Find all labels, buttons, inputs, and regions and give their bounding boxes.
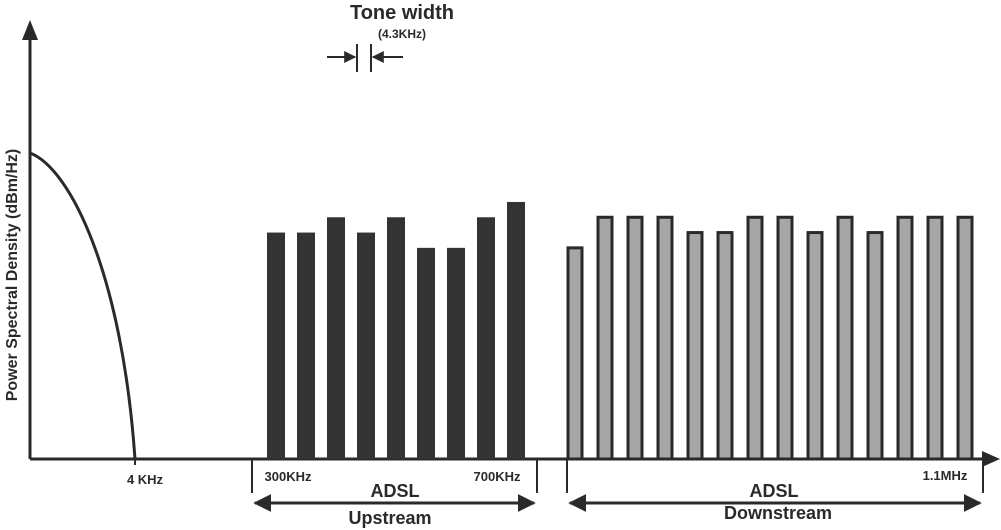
downstream-bar-9 bbox=[806, 231, 824, 461]
downstream-bar-11 bbox=[866, 231, 884, 461]
downstream-bar-5 bbox=[686, 231, 704, 461]
x-axis-arrow bbox=[982, 451, 1000, 467]
upstream-bars bbox=[267, 201, 525, 459]
downstream-bar-1 bbox=[566, 246, 584, 461]
tick-label-upstream-end: 700KHz bbox=[474, 469, 521, 484]
upstream-bar-3 bbox=[327, 217, 345, 459]
upstream-band-name: ADSL bbox=[371, 481, 420, 501]
downstream-bar-4 bbox=[656, 215, 674, 461]
upstream-bar-1 bbox=[267, 232, 285, 459]
downstream-bar-3 bbox=[626, 215, 644, 461]
downstream-bar-6 bbox=[716, 231, 734, 461]
tick-label-upstream-start: 300KHz bbox=[265, 469, 312, 484]
tick-label-downstream-end: 1.1MHz bbox=[923, 468, 968, 483]
upstream-bar-8 bbox=[477, 217, 495, 459]
downstream-bars bbox=[566, 215, 974, 461]
upstream-bar-7 bbox=[447, 247, 465, 459]
tone-width-value: (4.3KHz) bbox=[378, 27, 426, 41]
downstream-bar-2 bbox=[596, 215, 614, 461]
voice-band-curve bbox=[29, 151, 137, 460]
y-axis-label: Power Spectral Density (dBm/Hz) bbox=[4, 149, 21, 402]
upstream-bar-9 bbox=[507, 201, 525, 459]
downstream-bar-10 bbox=[836, 215, 854, 461]
y-axis-arrow bbox=[22, 20, 38, 40]
upstream-bar-6 bbox=[417, 247, 435, 459]
upstream-bar-4 bbox=[357, 232, 375, 459]
upstream-bar-5 bbox=[387, 217, 405, 459]
downstream-bar-8 bbox=[776, 215, 794, 461]
upstream-direction-label: Upstream bbox=[348, 508, 431, 528]
tick-label-voice-end: 4 KHz bbox=[127, 472, 164, 487]
downstream-bar-14 bbox=[956, 215, 974, 461]
downstream-band-name: ADSL bbox=[750, 481, 799, 501]
downstream-direction-label: Downstream bbox=[724, 503, 832, 523]
downstream-bar-7 bbox=[746, 215, 764, 461]
tone-width-title: Tone width bbox=[350, 2, 454, 24]
downstream-bar-12 bbox=[896, 215, 914, 461]
upstream-bar-2 bbox=[297, 232, 315, 459]
downstream-bar-13 bbox=[926, 215, 944, 461]
